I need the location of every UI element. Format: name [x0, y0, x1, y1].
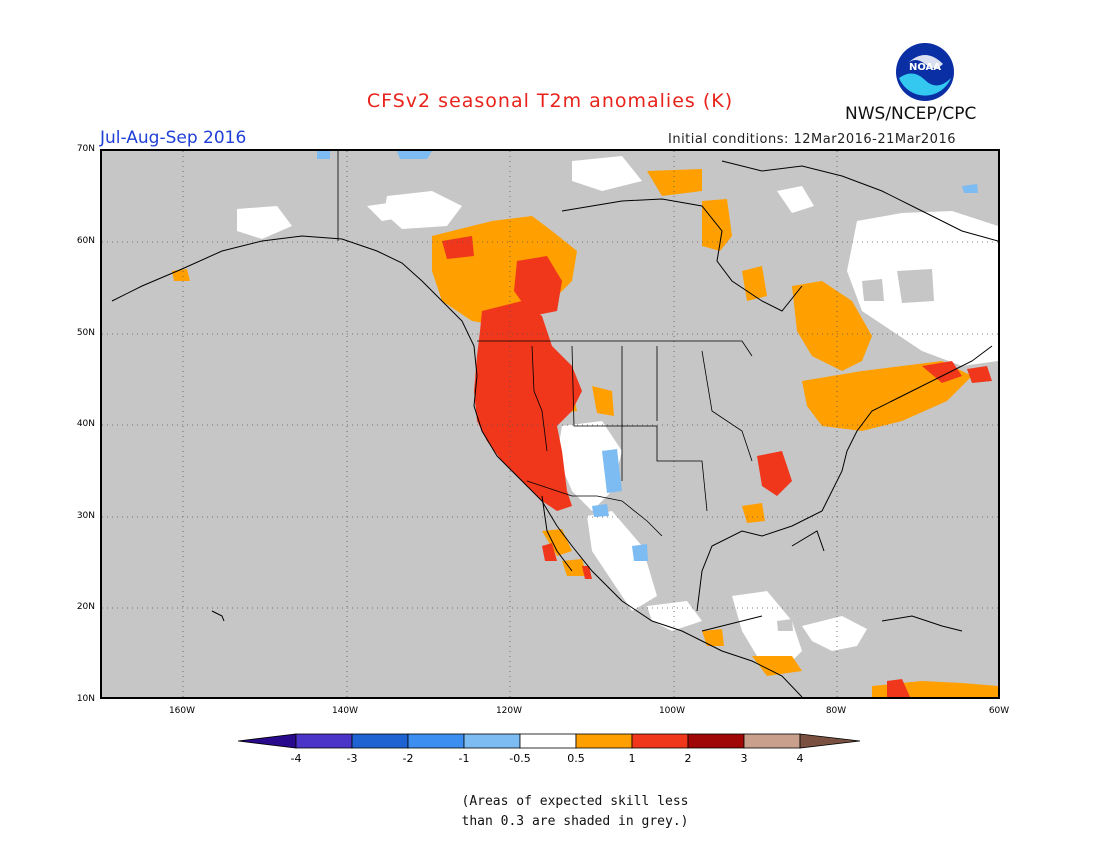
colorbar-tick-pos3: 3	[740, 752, 748, 765]
colorbar-swatch-2-1	[407, 733, 465, 749]
lat-label-20n: 20N	[76, 602, 95, 612]
colorbar-tick-neg05: -0.5	[509, 752, 531, 765]
skill-footnote: (Areas of expected skill less than 0.3 a…	[0, 792, 1100, 832]
footnote-line-2: than 0.3 are shaded in grey.)	[461, 814, 689, 829]
map-title: CFSv2 seasonal T2m anomalies (K)	[366, 90, 734, 112]
coastlines	[111, 160, 998, 697]
colorbar-tick-neg1: -1	[458, 752, 470, 765]
lat-label-30n: 30N	[76, 511, 95, 521]
colorbar-swatch-1-05	[463, 733, 521, 749]
lon-label-60w: 60W	[988, 706, 1010, 716]
lat-label-70n: 70N	[76, 144, 95, 154]
lat-label-60n: 60N	[76, 236, 95, 246]
colorbar-swatch-05-1	[575, 733, 633, 749]
colorbar-swatch-neutral	[519, 733, 577, 749]
lon-label-140w: 140W	[331, 706, 359, 716]
colorbar-swatch-3-2	[351, 733, 409, 749]
lon-label-120w: 120W	[495, 706, 523, 716]
colorbar-swatch-below-4	[238, 733, 297, 749]
colorbar-tick-pos05: 0.5	[567, 752, 585, 765]
lat-label-40n: 40N	[76, 419, 95, 429]
cool-anomaly-regions	[317, 151, 978, 561]
colorbar	[238, 733, 861, 749]
colorbar-swatch-2-3	[687, 733, 745, 749]
lat-label-50n: 50N	[76, 328, 95, 338]
colorbar-swatch-4-3	[295, 733, 353, 749]
lon-label-80w: 80W	[825, 706, 847, 716]
colorbar-swatch-above-4	[799, 733, 861, 749]
anomaly-map	[100, 149, 1000, 699]
agency-label: NWS/NCEP/CPC	[845, 104, 977, 124]
noaa-logo: NOAA	[896, 43, 954, 101]
noaa-logo-text: NOAA	[909, 62, 941, 73]
lon-label-100w: 100W	[658, 706, 686, 716]
forecast-period: Jul-Aug-Sep 2016	[100, 128, 247, 148]
political-borders	[337, 151, 753, 537]
colorbar-tick-neg4: -4	[290, 752, 302, 765]
lat-label-10n: 10N	[76, 694, 95, 704]
colorbar-tick-pos1: 1	[628, 752, 636, 765]
map-canvas	[102, 151, 998, 697]
colorbar-swatch-3-4	[743, 733, 801, 749]
footnote-line-1: (Areas of expected skill less	[461, 794, 689, 809]
lon-label-160w: 160W	[168, 706, 196, 716]
colorbar-tick-pos4: 4	[796, 752, 804, 765]
colorbar-tick-neg3: -3	[346, 752, 358, 765]
colorbar-tick-neg2: -2	[402, 752, 414, 765]
colorbar-swatch-1-2	[631, 733, 689, 749]
initial-conditions: Initial conditions: 12Mar2016-21Mar2016	[668, 132, 956, 147]
strong-warm-anomaly-regions	[442, 236, 992, 697]
low-skill-patches	[777, 269, 934, 631]
colorbar-tick-pos2: 2	[684, 752, 692, 765]
graticule	[102, 151, 998, 697]
